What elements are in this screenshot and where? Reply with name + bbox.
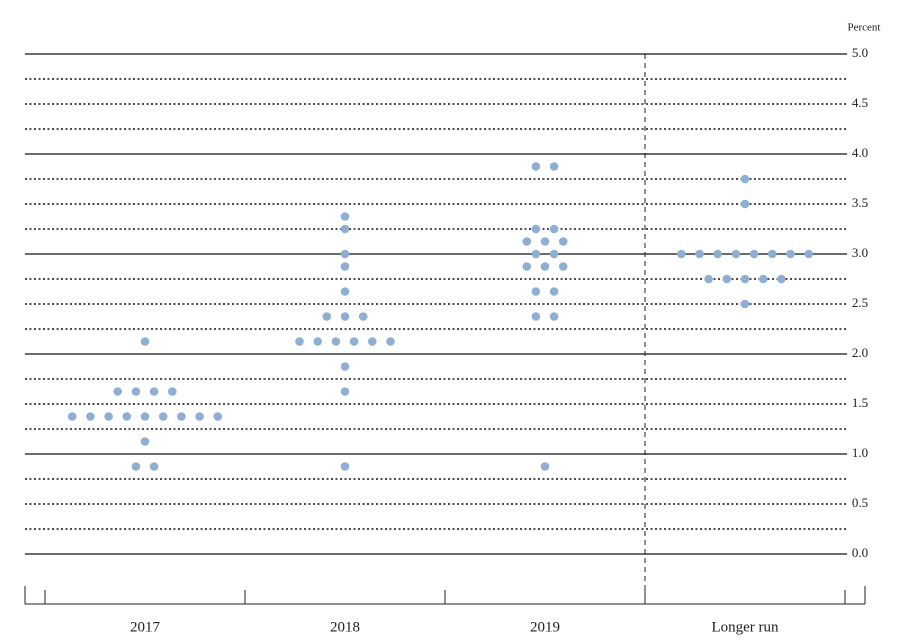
dot	[531, 312, 541, 321]
dot	[677, 249, 686, 259]
dot	[313, 337, 323, 346]
dot	[758, 274, 768, 284]
dot	[86, 412, 95, 421]
dot	[340, 224, 350, 234]
y-tick-label: 0.5	[852, 495, 868, 510]
dot	[549, 162, 559, 171]
y-tick-label: 3.0	[852, 245, 868, 260]
dot	[340, 262, 350, 271]
dot	[731, 249, 741, 259]
dot	[740, 199, 750, 209]
dot	[531, 287, 541, 296]
dot	[195, 412, 204, 421]
x-tick-label: 2017	[130, 619, 161, 635]
y-tick-label: 5.0	[852, 45, 868, 60]
x-tick-label: 2019	[530, 619, 560, 635]
dot	[522, 262, 532, 271]
y-tick-label: 2.0	[852, 345, 868, 360]
dot	[67, 412, 77, 421]
dot	[104, 412, 113, 421]
dot	[331, 337, 341, 346]
dot	[131, 387, 141, 396]
dot	[540, 237, 550, 246]
dot	[349, 337, 359, 346]
dot	[704, 274, 713, 284]
dot	[695, 249, 704, 259]
dot	[340, 312, 350, 321]
dot	[531, 224, 541, 234]
dot	[722, 274, 732, 284]
dot	[358, 312, 368, 321]
dot	[786, 249, 795, 259]
dot	[540, 462, 550, 471]
dot	[804, 249, 813, 259]
dot	[340, 387, 350, 396]
x-tick-label: 2018	[330, 619, 360, 635]
dot	[386, 337, 395, 346]
dot	[740, 174, 750, 184]
y-tick-label: 4.5	[852, 95, 868, 110]
dot	[522, 237, 532, 246]
y-tick-label: 1.0	[852, 445, 868, 460]
dot	[777, 274, 786, 284]
y-tick-label: 1.5	[852, 395, 868, 410]
y-axis-label: Percent	[848, 22, 881, 34]
dot	[549, 224, 559, 234]
dot	[340, 362, 350, 371]
dot	[340, 462, 350, 471]
dot	[322, 312, 332, 321]
dot	[295, 337, 304, 346]
dot	[158, 412, 168, 421]
dot	[149, 387, 159, 396]
x-axis	[24, 586, 866, 605]
dot	[131, 462, 141, 471]
dot	[549, 249, 559, 259]
dot	[549, 287, 559, 296]
y-tick-label: 3.5	[852, 195, 868, 210]
dot	[140, 337, 150, 346]
dot	[340, 249, 350, 259]
dot	[713, 249, 722, 259]
dot	[340, 212, 350, 221]
dot	[558, 262, 568, 271]
dot	[122, 412, 132, 421]
dot	[768, 249, 777, 259]
y-tick-label: 2.5	[852, 295, 868, 310]
x-tick-label: Longer run	[711, 619, 779, 635]
dot	[213, 412, 223, 421]
dot	[540, 262, 550, 271]
y-tick-label: 0.0	[852, 545, 868, 560]
dot	[531, 249, 541, 259]
dot	[749, 249, 759, 259]
dot	[340, 287, 350, 296]
dot	[368, 337, 377, 346]
dot	[177, 412, 186, 421]
dot	[149, 462, 159, 471]
dot	[140, 412, 150, 421]
dot	[558, 237, 568, 246]
dot	[740, 299, 750, 309]
dot	[740, 274, 750, 284]
y-tick-label: 4.0	[852, 145, 868, 160]
dot	[140, 437, 150, 446]
dot	[113, 387, 122, 396]
dot	[531, 162, 541, 171]
dot	[549, 312, 559, 321]
dot	[168, 387, 177, 396]
